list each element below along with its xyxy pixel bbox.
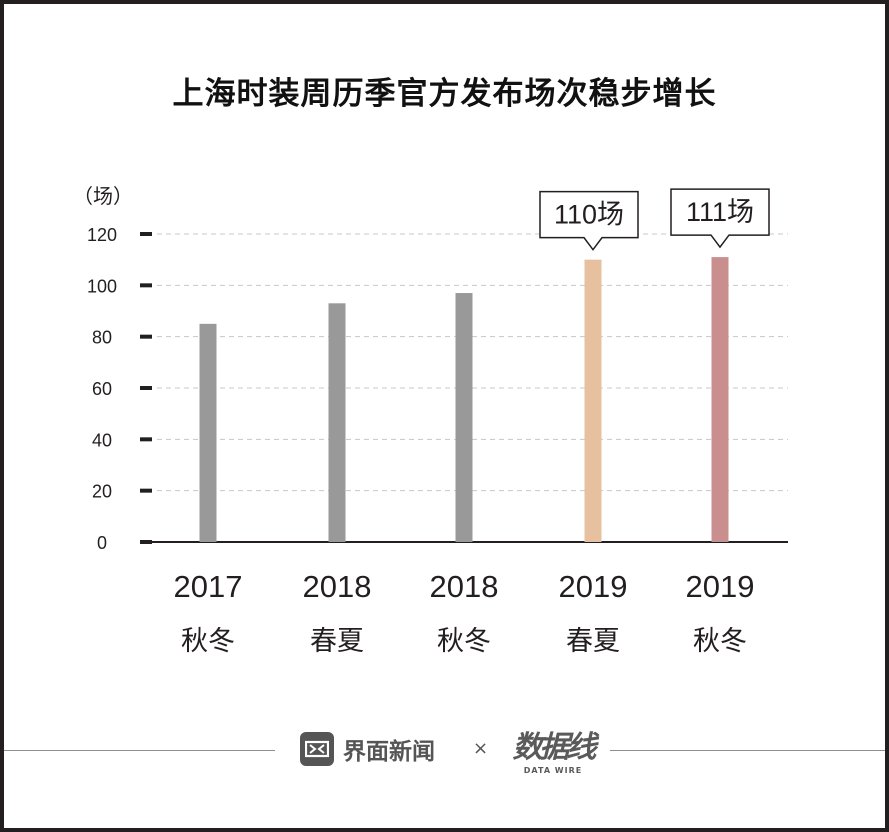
y-tick-mark bbox=[140, 386, 152, 390]
y-tick-label: 100 bbox=[87, 276, 117, 296]
jiemian-brand: 界面新闻 bbox=[300, 732, 435, 766]
x-tick-label-season: 秋冬 bbox=[437, 626, 491, 656]
annotation-callout bbox=[539, 190, 639, 251]
data-wire-logo-text: 数据线 bbox=[512, 730, 597, 765]
x-tick-label-year: 2019 bbox=[686, 569, 755, 604]
y-tick-label: 40 bbox=[92, 430, 112, 450]
y-tick-label: 60 bbox=[92, 379, 112, 399]
y-tick-mark bbox=[140, 488, 152, 493]
jiemian-logo-icon bbox=[300, 732, 334, 766]
y-tick-label: 0 bbox=[97, 533, 107, 553]
annotation-callout bbox=[670, 188, 770, 249]
y-tick-mark bbox=[140, 232, 152, 236]
bar bbox=[584, 259, 602, 542]
brand-name: 界面新闻 bbox=[343, 739, 435, 765]
x-tick-label-season: 秋冬 bbox=[181, 626, 235, 656]
bar bbox=[711, 257, 729, 542]
x-tick-label-year: 2019 bbox=[559, 569, 628, 604]
bar-chart: 0 20 40 60 80 100 120 （场） 2017 秋冬 2018 春夏 2018 秋冬 2019… bbox=[73, 185, 788, 656]
annotation-label: 111场 bbox=[686, 197, 754, 227]
y-tick-label: 120 bbox=[87, 225, 117, 245]
footer-divider-left bbox=[4, 750, 275, 751]
y-tick-mark bbox=[140, 334, 152, 339]
chart-title: 上海时装周历季官方发布场次稳步增长 bbox=[172, 76, 717, 112]
collab-separator: × bbox=[473, 738, 489, 759]
x-tick-label-season: 秋冬 bbox=[693, 626, 747, 656]
x-tick-label-season: 春夏 bbox=[310, 626, 364, 656]
x-tick-label-season: 春夏 bbox=[566, 626, 620, 656]
bar bbox=[455, 293, 473, 542]
y-axis-label: （场） bbox=[73, 185, 133, 208]
x-tick-label-year: 2018 bbox=[430, 569, 499, 604]
y-tick-mark bbox=[140, 283, 152, 288]
data-wire-logo: 数据线 DATA WIRE bbox=[510, 722, 597, 782]
bar bbox=[328, 303, 346, 542]
x-tick-label-year: 2018 bbox=[303, 569, 372, 604]
bar bbox=[199, 323, 217, 542]
y-tick-mark bbox=[140, 437, 152, 442]
data-wire-sub: DATA WIRE bbox=[523, 766, 583, 775]
x-tick-label-year: 2017 bbox=[174, 569, 243, 604]
y-tick-label: 80 bbox=[92, 328, 112, 348]
footer-divider-right bbox=[610, 750, 885, 751]
y-tick-label: 20 bbox=[92, 482, 112, 502]
annotation-label: 110场 bbox=[554, 200, 624, 230]
